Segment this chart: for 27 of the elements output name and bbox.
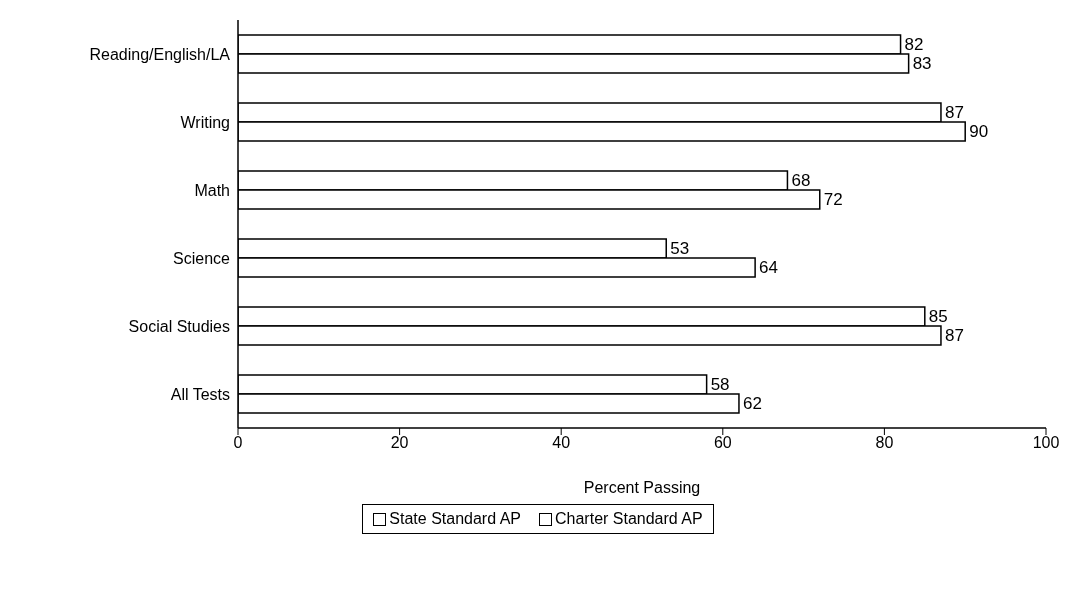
y-tick-label: All Tests: [170, 385, 230, 403]
data-label: 87: [944, 103, 964, 123]
data-label: 85: [928, 307, 948, 327]
y-tick-label: Social Studies: [128, 317, 230, 335]
legend-label: State Standard AP: [389, 510, 521, 528]
data-label: 72: [823, 190, 843, 210]
data-label: 62: [742, 394, 762, 414]
data-label: 53: [670, 239, 690, 259]
legend-label: Charter Standard AP: [555, 510, 703, 528]
data-label: 64: [759, 258, 779, 278]
x-axis-title: Percent Passing: [583, 479, 701, 496]
x-tick-label: 60: [713, 434, 732, 452]
x-tick-label: 100: [1032, 434, 1060, 452]
data-label: 87: [944, 326, 964, 346]
data-label: 82: [904, 35, 924, 55]
x-tick-label: 0: [233, 434, 243, 452]
data-label: 83: [912, 54, 932, 74]
x-tick-label: 80: [875, 434, 894, 452]
y-tick-label: Math: [194, 181, 230, 199]
x-tick-label: 40: [552, 434, 571, 452]
y-tick-label: Science: [173, 249, 231, 267]
y-tick-label: Reading/English/LA: [89, 45, 231, 63]
data-label: 90: [969, 122, 989, 142]
data-label: 68: [791, 171, 811, 191]
y-tick-label: Writing: [180, 113, 230, 131]
data-label: 58: [710, 375, 730, 395]
x-tick-label: 20: [390, 434, 409, 452]
